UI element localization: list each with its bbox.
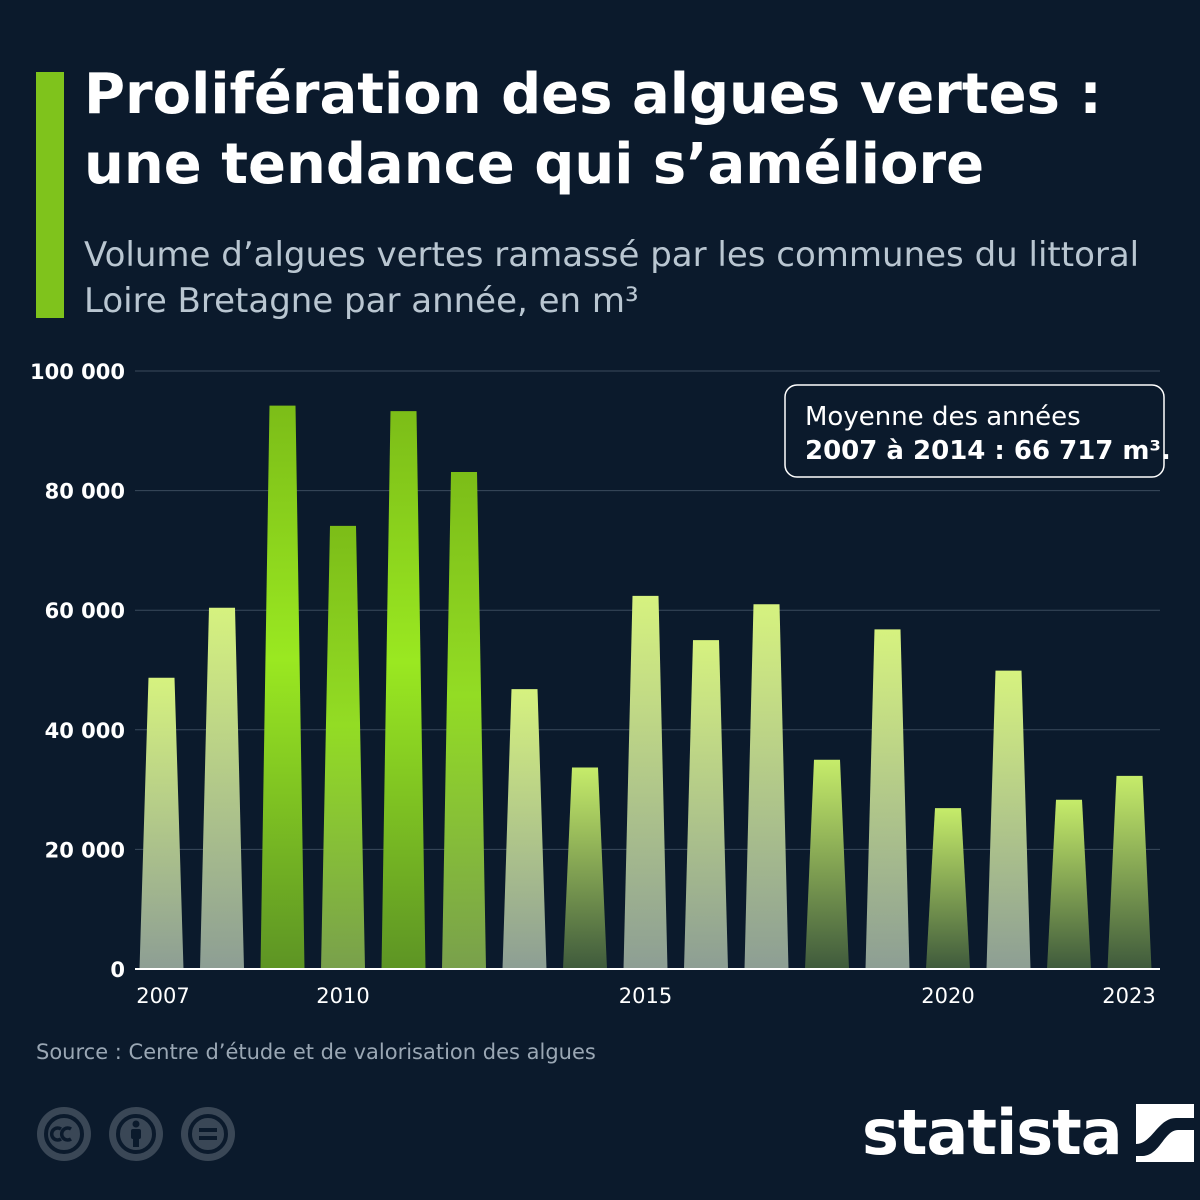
y-tick-label: 100 000 xyxy=(30,360,125,384)
annotation-line-2: 2007 à 2014 : 66 717 m³. xyxy=(805,436,1171,466)
average-annotation: Moyenne des années 2007 à 2014 : 66 717 … xyxy=(784,384,1171,478)
bar-2014 xyxy=(563,767,607,969)
bar-2022 xyxy=(1047,799,1091,969)
bar-2009 xyxy=(260,405,305,970)
x-tick-label: 2020 xyxy=(921,984,974,1008)
no-derivatives-icon[interactable] xyxy=(181,1107,235,1161)
bar-2012 xyxy=(442,472,486,969)
y-tick-label: 60 000 xyxy=(45,599,125,623)
statista-brand[interactable]: statista xyxy=(862,1096,1194,1169)
bar-2023 xyxy=(1107,775,1152,969)
brand-name: statista xyxy=(862,1096,1123,1169)
page-subtitle: Volume d’algues vertes ramassé par les c… xyxy=(84,235,1140,321)
statista-logo-icon xyxy=(1135,1103,1194,1162)
x-tick-label: 2023 xyxy=(1102,984,1155,1008)
attribution-icon[interactable] xyxy=(109,1107,163,1161)
bar-2011 xyxy=(381,411,426,969)
x-tick-label: 2010 xyxy=(316,984,369,1008)
page-title: Prolifération des algues vertes : une te… xyxy=(84,62,1102,197)
bar-2010 xyxy=(321,525,365,969)
annotation-box xyxy=(784,384,1165,478)
bar-2015 xyxy=(623,595,668,969)
bar-2008 xyxy=(200,607,244,969)
y-tick-label: 40 000 xyxy=(45,719,125,743)
bar-2019 xyxy=(865,629,910,969)
y-tick-label: 0 xyxy=(110,958,125,982)
bar-2017 xyxy=(744,604,789,969)
y-tick-label: 20 000 xyxy=(45,838,125,862)
bar-2018 xyxy=(805,759,849,969)
x-tick-label: 2015 xyxy=(619,984,672,1008)
x-tick-label: 2007 xyxy=(136,984,189,1008)
bar-2013 xyxy=(502,689,547,969)
creative-commons-icon[interactable] xyxy=(37,1107,91,1161)
annotation-line-1: Moyenne des années xyxy=(805,402,1081,432)
bar-2016 xyxy=(684,640,728,969)
bar-2020 xyxy=(926,808,970,969)
bar-2007 xyxy=(139,677,184,969)
bar-2021 xyxy=(986,670,1031,969)
source-note: Source : Centre d’étude et de valorisati… xyxy=(36,1040,596,1064)
bar-chart: 0 20 000 40 000 60 000 80 000 100 000 2007 201… xyxy=(30,360,1171,1008)
title-accent-bar xyxy=(36,72,64,318)
y-tick-label: 80 000 xyxy=(45,480,125,504)
